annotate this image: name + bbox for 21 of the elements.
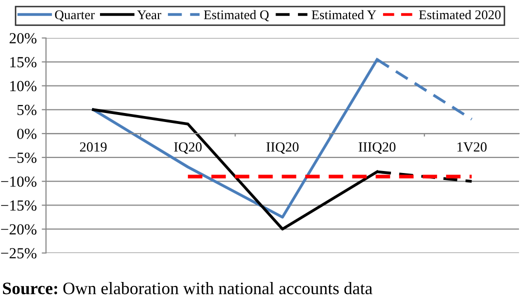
y-tick-label: −20%: [1, 224, 36, 235]
y-tick-label: 0%: [17, 128, 36, 140]
source-note: Source: Own elaboration with national accounts data: [3, 282, 372, 294]
legend-label: Quarter: [55, 10, 95, 22]
x-tick-label: 1V20: [457, 142, 487, 152]
y-tick-label: 20%: [10, 33, 36, 44]
y-tick-label: 10%: [10, 80, 36, 92]
legend-label: Estimated Y: [312, 10, 376, 20]
legend-label: Estimated Q: [204, 10, 269, 22]
y-tick-label: −15%: [1, 200, 36, 211]
x-tick-label: 2019: [80, 142, 107, 152]
legend-label: Year: [137, 10, 162, 20]
y-tick-label: −10%: [1, 176, 36, 187]
y-tick-label: −5%: [8, 152, 36, 163]
y-tick-label: 5%: [17, 104, 36, 116]
x-tick-label: IIQ20: [266, 142, 299, 154]
legend-label: Estimated 2020: [419, 10, 501, 20]
y-tick-label: 15%: [10, 57, 36, 68]
x-tick-label: IIIQ20: [358, 142, 396, 154]
x-tick-label: IQ20: [174, 142, 202, 154]
y-tick-label: −25%: [1, 248, 36, 258]
